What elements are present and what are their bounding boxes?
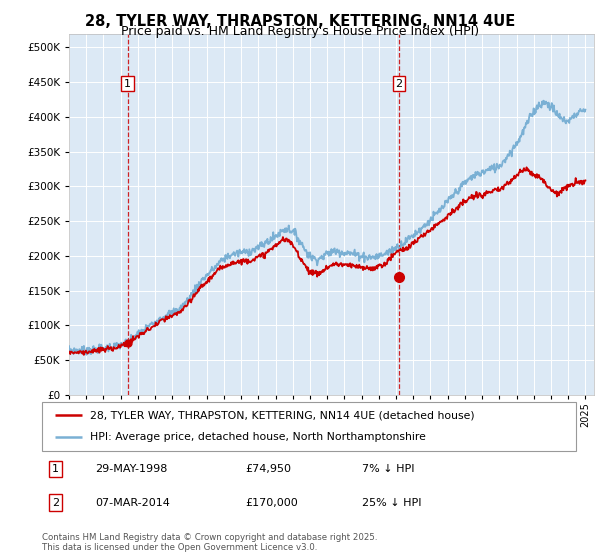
Text: 7% ↓ HPI: 7% ↓ HPI: [362, 464, 415, 474]
Text: 1: 1: [52, 464, 59, 474]
FancyBboxPatch shape: [42, 402, 576, 451]
Text: Price paid vs. HM Land Registry's House Price Index (HPI): Price paid vs. HM Land Registry's House …: [121, 25, 479, 38]
Text: 2: 2: [52, 497, 59, 507]
Text: £170,000: £170,000: [245, 497, 298, 507]
Text: This data is licensed under the Open Government Licence v3.0.: This data is licensed under the Open Gov…: [42, 543, 317, 552]
Text: 1: 1: [124, 78, 131, 88]
Text: 2: 2: [395, 78, 403, 88]
Text: 28, TYLER WAY, THRAPSTON, KETTERING, NN14 4UE: 28, TYLER WAY, THRAPSTON, KETTERING, NN1…: [85, 14, 515, 29]
Text: 28, TYLER WAY, THRAPSTON, KETTERING, NN14 4UE (detached house): 28, TYLER WAY, THRAPSTON, KETTERING, NN1…: [90, 410, 475, 421]
Text: Contains HM Land Registry data © Crown copyright and database right 2025.: Contains HM Land Registry data © Crown c…: [42, 533, 377, 542]
Text: 07-MAR-2014: 07-MAR-2014: [95, 497, 170, 507]
Text: HPI: Average price, detached house, North Northamptonshire: HPI: Average price, detached house, Nort…: [90, 432, 426, 442]
Text: 25% ↓ HPI: 25% ↓ HPI: [362, 497, 422, 507]
Text: £74,950: £74,950: [245, 464, 291, 474]
Text: 29-MAY-1998: 29-MAY-1998: [95, 464, 168, 474]
